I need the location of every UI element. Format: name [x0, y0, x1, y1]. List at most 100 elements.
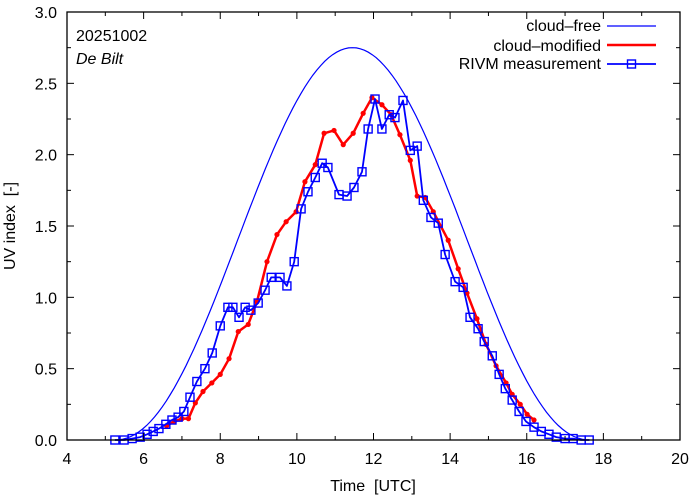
data-point-cloud-modified	[407, 157, 413, 163]
data-point-cloud-modified	[524, 411, 530, 417]
data-point-cloud-modified	[455, 266, 461, 272]
data-point-cloud-modified	[474, 316, 480, 322]
data-point-cloud-modified	[531, 417, 537, 423]
data-point-rivm-measurement	[266, 272, 276, 283]
data-point-cloud-modified	[331, 127, 337, 134]
data-point-cloud-modified	[226, 356, 232, 362]
data-point-cloud-modified	[245, 321, 251, 328]
data-point-rivm-measurement	[246, 305, 256, 315]
y-tick-label: 2.0	[35, 148, 57, 165]
data-point-cloud-modified	[350, 130, 356, 136]
data-point-rivm-measurement	[135, 432, 145, 442]
data-point-cloud-modified	[185, 416, 192, 422]
data-point-rivm-measurement	[521, 416, 531, 427]
legend-marker-square	[626, 59, 637, 69]
x-tick-label: 14	[441, 451, 459, 468]
data-point-rivm-measurement	[192, 376, 202, 387]
x-tick-label: 4	[63, 451, 72, 468]
data-point-rivm-measurement	[148, 426, 158, 437]
data-point-rivm-measurement	[500, 383, 510, 394]
data-point-rivm-measurement	[310, 172, 320, 183]
legend-label-cloud-free: cloud–free	[526, 18, 601, 35]
x-tick-label: 8	[216, 451, 225, 468]
data-point-rivm-measurement	[215, 321, 225, 331]
data-point-rivm-measurement	[253, 298, 263, 308]
y-tick-label: 0.5	[35, 362, 57, 379]
data-point-rivm-measurement	[303, 187, 313, 197]
data-point-rivm-measurement	[412, 141, 422, 151]
data-point-rivm-measurement	[370, 94, 380, 104]
data-point-cloud-modified	[360, 110, 366, 116]
data-point-rivm-measurement	[433, 218, 443, 228]
data-point-cloud-modified	[209, 380, 215, 386]
data-point-rivm-measurement	[289, 256, 299, 267]
y-axis-title: UV index [-]	[2, 182, 19, 270]
y-tick-label: 2.5	[35, 76, 57, 93]
data-point-rivm-measurement	[426, 212, 436, 223]
data-point-cloud-modified	[369, 95, 375, 101]
data-point-rivm-measurement	[390, 112, 400, 123]
date-annotation: 20251002	[76, 28, 147, 45]
data-point-rivm-measurement	[240, 302, 250, 313]
legend-label-rivm-measurement: RIVM measurement	[459, 56, 602, 73]
data-point-rivm-measurement	[207, 348, 217, 358]
x-tick-label: 16	[518, 451, 536, 468]
data-point-rivm-measurement	[473, 324, 483, 334]
legend: cloud–free cloud–modified RIVM measureme…	[459, 18, 656, 73]
data-point-rivm-measurement	[544, 429, 554, 439]
data-point-rivm-measurement	[450, 276, 460, 287]
location-annotation: De Bilt	[76, 51, 124, 68]
data-point-rivm-measurement	[167, 415, 177, 425]
data-point-rivm-measurement	[440, 249, 450, 260]
data-point-rivm-measurement	[275, 272, 285, 283]
data-point-rivm-measurement	[185, 392, 195, 402]
data-point-rivm-measurement	[384, 110, 394, 120]
data-point-cloud-modified	[445, 237, 451, 243]
data-point-cloud-modified	[264, 259, 270, 265]
series-line-cloud-free	[114, 47, 591, 441]
data-point-rivm-measurement	[514, 406, 524, 417]
x-tick-label: 20	[671, 451, 689, 468]
data-point-rivm-measurement	[260, 285, 270, 295]
legend-label-cloud-modified: cloud–modified	[493, 38, 601, 55]
data-point-rivm-measurement	[173, 412, 183, 422]
x-tick-label: 6	[139, 451, 148, 468]
x-tick-label: 10	[288, 451, 306, 468]
data-point-rivm-measurement	[234, 312, 244, 323]
data-point-rivm-measurement	[398, 95, 408, 106]
data-point-rivm-measurement	[179, 406, 189, 417]
data-point-rivm-measurement	[200, 363, 210, 374]
axis-ticks: 4 6 8 10 12 14 16 18 20 0.0 0.5 1.0 1.5 2.0 2.5 3.0	[35, 5, 689, 468]
data-point-rivm-measurement	[363, 124, 373, 134]
data-point-cloud-modified	[517, 401, 523, 407]
data-point-cloud-modified	[397, 132, 403, 138]
data-point-rivm-measurement	[507, 395, 517, 405]
data-point-rivm-measurement	[282, 281, 292, 291]
data-point-cloud-modified	[235, 328, 241, 335]
data-point-cloud-modified	[321, 130, 327, 136]
data-point-rivm-measurement	[487, 351, 497, 361]
y-tick-label: 3.0	[35, 5, 57, 22]
data-point-cloud-modified	[274, 231, 280, 238]
data-point-rivm-measurement	[377, 124, 387, 134]
y-tick-label: 0.0	[35, 433, 57, 450]
data-point-rivm-measurement	[465, 312, 475, 323]
data-point-rivm-measurement	[357, 167, 367, 177]
y-tick-label: 1.5	[35, 219, 57, 236]
data-point-rivm-measurement	[479, 336, 489, 347]
series-line-rivm-measurement	[114, 98, 590, 441]
data-point-rivm-measurement	[323, 162, 333, 173]
data-point-cloud-modified	[200, 388, 206, 395]
data-point-cloud-modified	[379, 102, 385, 108]
data-point-cloud-modified	[302, 179, 308, 185]
plot-area	[110, 47, 594, 445]
data-point-cloud-modified	[312, 162, 318, 168]
y-tick-label: 1.0	[35, 290, 57, 307]
data-point-rivm-measurement	[494, 369, 504, 380]
x-axis-title: Time [UTC]	[330, 478, 416, 495]
data-point-rivm-measurement	[551, 432, 561, 442]
data-point-cloud-modified	[283, 219, 289, 225]
data-point-rivm-measurement	[223, 302, 233, 313]
data-point-rivm-measurement	[228, 302, 238, 313]
